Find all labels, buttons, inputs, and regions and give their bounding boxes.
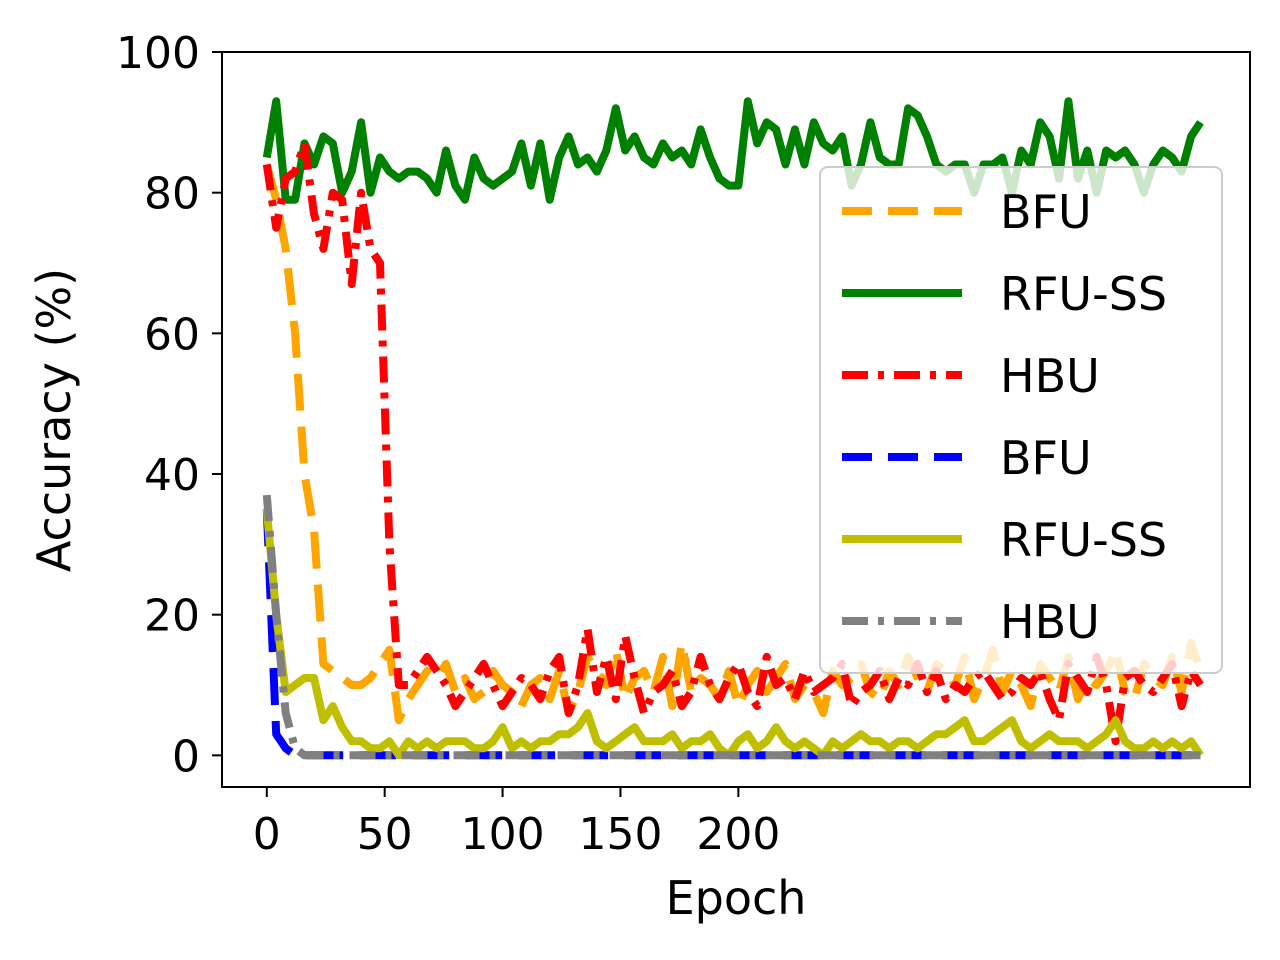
y-tick-label: 40: [144, 450, 200, 501]
series-line-5: [262, 494, 1201, 760]
series-line-4: [262, 508, 1204, 760]
x-axis-ticks: 0 50 100 150 200: [253, 787, 780, 860]
x-tick-label: 100: [461, 809, 545, 860]
series-line-2: [262, 139, 1204, 746]
legend-label-4: RFU-SS: [1000, 513, 1167, 567]
y-tick-label: 80: [144, 169, 200, 220]
x-tick-label: 150: [578, 809, 662, 860]
y-tick-label: 100: [116, 28, 200, 79]
legend-label-1: RFU-SS: [1000, 267, 1167, 321]
legend-label-5: HBU: [1000, 595, 1100, 649]
y-tick-label: 20: [144, 591, 200, 642]
legend-label-2: HBU: [1000, 349, 1100, 403]
legend-label-0: BFU: [1000, 185, 1092, 239]
x-tick-label: 50: [357, 809, 413, 860]
legend: BFU RFU-SS HBU BFU RFU-SS HBU: [819, 166, 1223, 674]
x-tick-label: 0: [253, 809, 281, 860]
x-tick-label: 200: [696, 809, 780, 860]
plot-frame: [221, 51, 1251, 788]
y-axis-label: Accuracy (%): [27, 268, 81, 572]
y-tick-label: 0: [172, 731, 200, 782]
x-axis-label: Epoch: [666, 871, 807, 925]
y-tick-label: 60: [144, 309, 200, 360]
y-axis-ticks: 0 20 40 60 80 100: [116, 28, 222, 782]
series-line-1: [262, 97, 1204, 204]
legend-label-3: BFU: [1000, 431, 1092, 485]
